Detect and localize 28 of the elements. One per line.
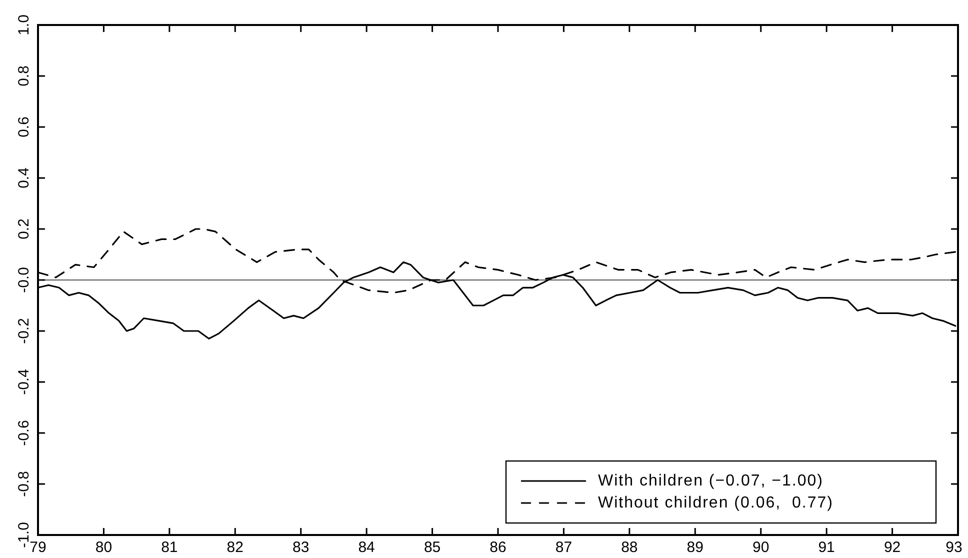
- y-tick-label: -1.0: [16, 522, 32, 548]
- x-tick-label: 89: [686, 539, 704, 556]
- legend-label: With children (−0.07, −1.00): [598, 472, 824, 490]
- x-tick-label: 83: [292, 539, 310, 556]
- y-tick-label: -0.0: [16, 267, 32, 293]
- y-tick-label: 1.0: [16, 14, 32, 36]
- legend-label: Without children (0.06, 0.77): [598, 494, 834, 512]
- y-tick-label: 0.2: [16, 218, 32, 240]
- y-tick-label: 0.8: [16, 66, 32, 86]
- x-tick-label: 91: [818, 539, 835, 556]
- x-tick-label: 88: [621, 539, 638, 556]
- y-tick-label: 0.6: [16, 116, 32, 138]
- y-tick-label: -0.8: [16, 471, 32, 497]
- x-tick-label: 80: [95, 539, 112, 556]
- y-tick-label: -0.6: [16, 420, 32, 446]
- x-tick-label: 93: [946, 539, 962, 556]
- x-tick-label: 90: [752, 539, 770, 556]
- x-tick-label: 92: [884, 539, 901, 556]
- y-tick-label: 0.4: [16, 168, 32, 188]
- x-tick-label: 84: [358, 539, 375, 556]
- x-tick-label: 79: [30, 539, 46, 556]
- y-tick-label: -0.4: [16, 369, 32, 395]
- x-tick-label: 86: [490, 539, 506, 556]
- x-tick-label: 82: [226, 539, 244, 556]
- x-tick-label: 87: [555, 539, 572, 556]
- x-tick-label: 81: [161, 539, 178, 556]
- x-tick-label: 85: [424, 539, 441, 556]
- y-tick-label: -0.2: [16, 318, 32, 344]
